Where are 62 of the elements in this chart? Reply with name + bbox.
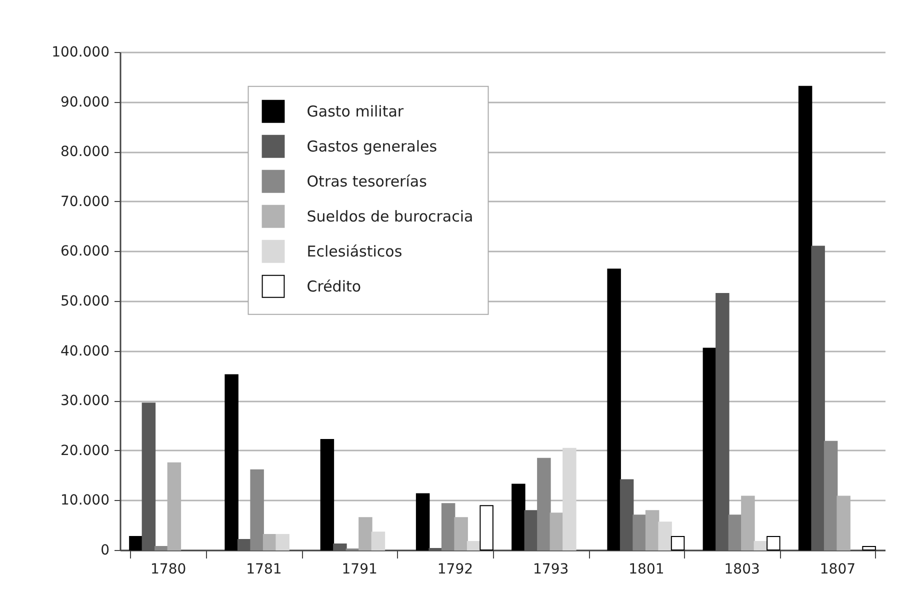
legend-label: Eclesiásticos <box>306 242 402 260</box>
y-tick-label: 40.000 <box>60 343 110 360</box>
legend-label: Gastos generales <box>306 137 438 156</box>
y-tick-label: 80.000 <box>60 144 110 160</box>
bar <box>524 510 538 550</box>
y-tick-label: 90.000 <box>60 94 110 110</box>
legend-label: Sueldos de burocracia <box>306 207 474 226</box>
bar <box>320 438 334 550</box>
bar <box>454 517 468 550</box>
x-tick-label: 1801 <box>628 562 664 578</box>
bar <box>550 512 564 550</box>
bar <box>262 534 277 550</box>
y-tick-label: 100.000 <box>52 44 110 60</box>
bar <box>607 268 621 550</box>
x-tick-label: 1803 <box>724 562 760 578</box>
y-tick-label: 10.000 <box>60 492 110 509</box>
y-tick-label: 0 <box>100 542 110 558</box>
bar <box>537 458 551 550</box>
legend-label: Crédito <box>306 277 362 296</box>
y-tick-label: 70.000 <box>60 194 110 210</box>
legend-label: Otras tesorerías <box>306 172 428 190</box>
bar <box>224 374 238 550</box>
y-tick-label: 20.000 <box>60 442 110 459</box>
bar <box>466 541 481 550</box>
y-tick-label: 50.000 <box>60 294 110 310</box>
bar <box>237 539 252 550</box>
bar <box>798 86 812 550</box>
bar <box>811 246 825 550</box>
y-tick-label: 30.000 <box>60 393 110 410</box>
bar <box>250 469 264 550</box>
x-tick-label: 1791 <box>342 562 378 578</box>
x-tick-label: 1781 <box>246 562 282 578</box>
bar <box>276 534 290 550</box>
bar <box>754 541 768 550</box>
bar <box>766 536 780 550</box>
bar <box>416 493 430 550</box>
bar <box>658 522 672 550</box>
y-tick-label: 60.000 <box>60 244 110 260</box>
bar <box>632 514 646 550</box>
bar <box>702 348 717 550</box>
legend-label: Gasto militar <box>306 102 404 120</box>
bar <box>358 517 372 550</box>
bar <box>480 505 494 550</box>
x-tick-label: 1793 <box>532 562 569 578</box>
bar <box>728 514 742 550</box>
bar <box>142 402 156 550</box>
bar <box>512 484 526 550</box>
bar <box>129 536 143 550</box>
bar <box>333 544 347 550</box>
bar <box>154 546 168 550</box>
bar <box>862 546 876 550</box>
bar <box>441 503 456 550</box>
bar <box>670 536 685 550</box>
x-tick-label: 1780 <box>150 562 186 578</box>
bar <box>716 293 730 550</box>
bar <box>645 510 660 550</box>
bar <box>562 448 576 550</box>
x-tick-label: 1807 <box>820 562 856 578</box>
bar <box>824 440 838 550</box>
x-tick-label: 1792 <box>437 562 474 578</box>
bar <box>620 479 634 550</box>
bar <box>371 532 386 550</box>
